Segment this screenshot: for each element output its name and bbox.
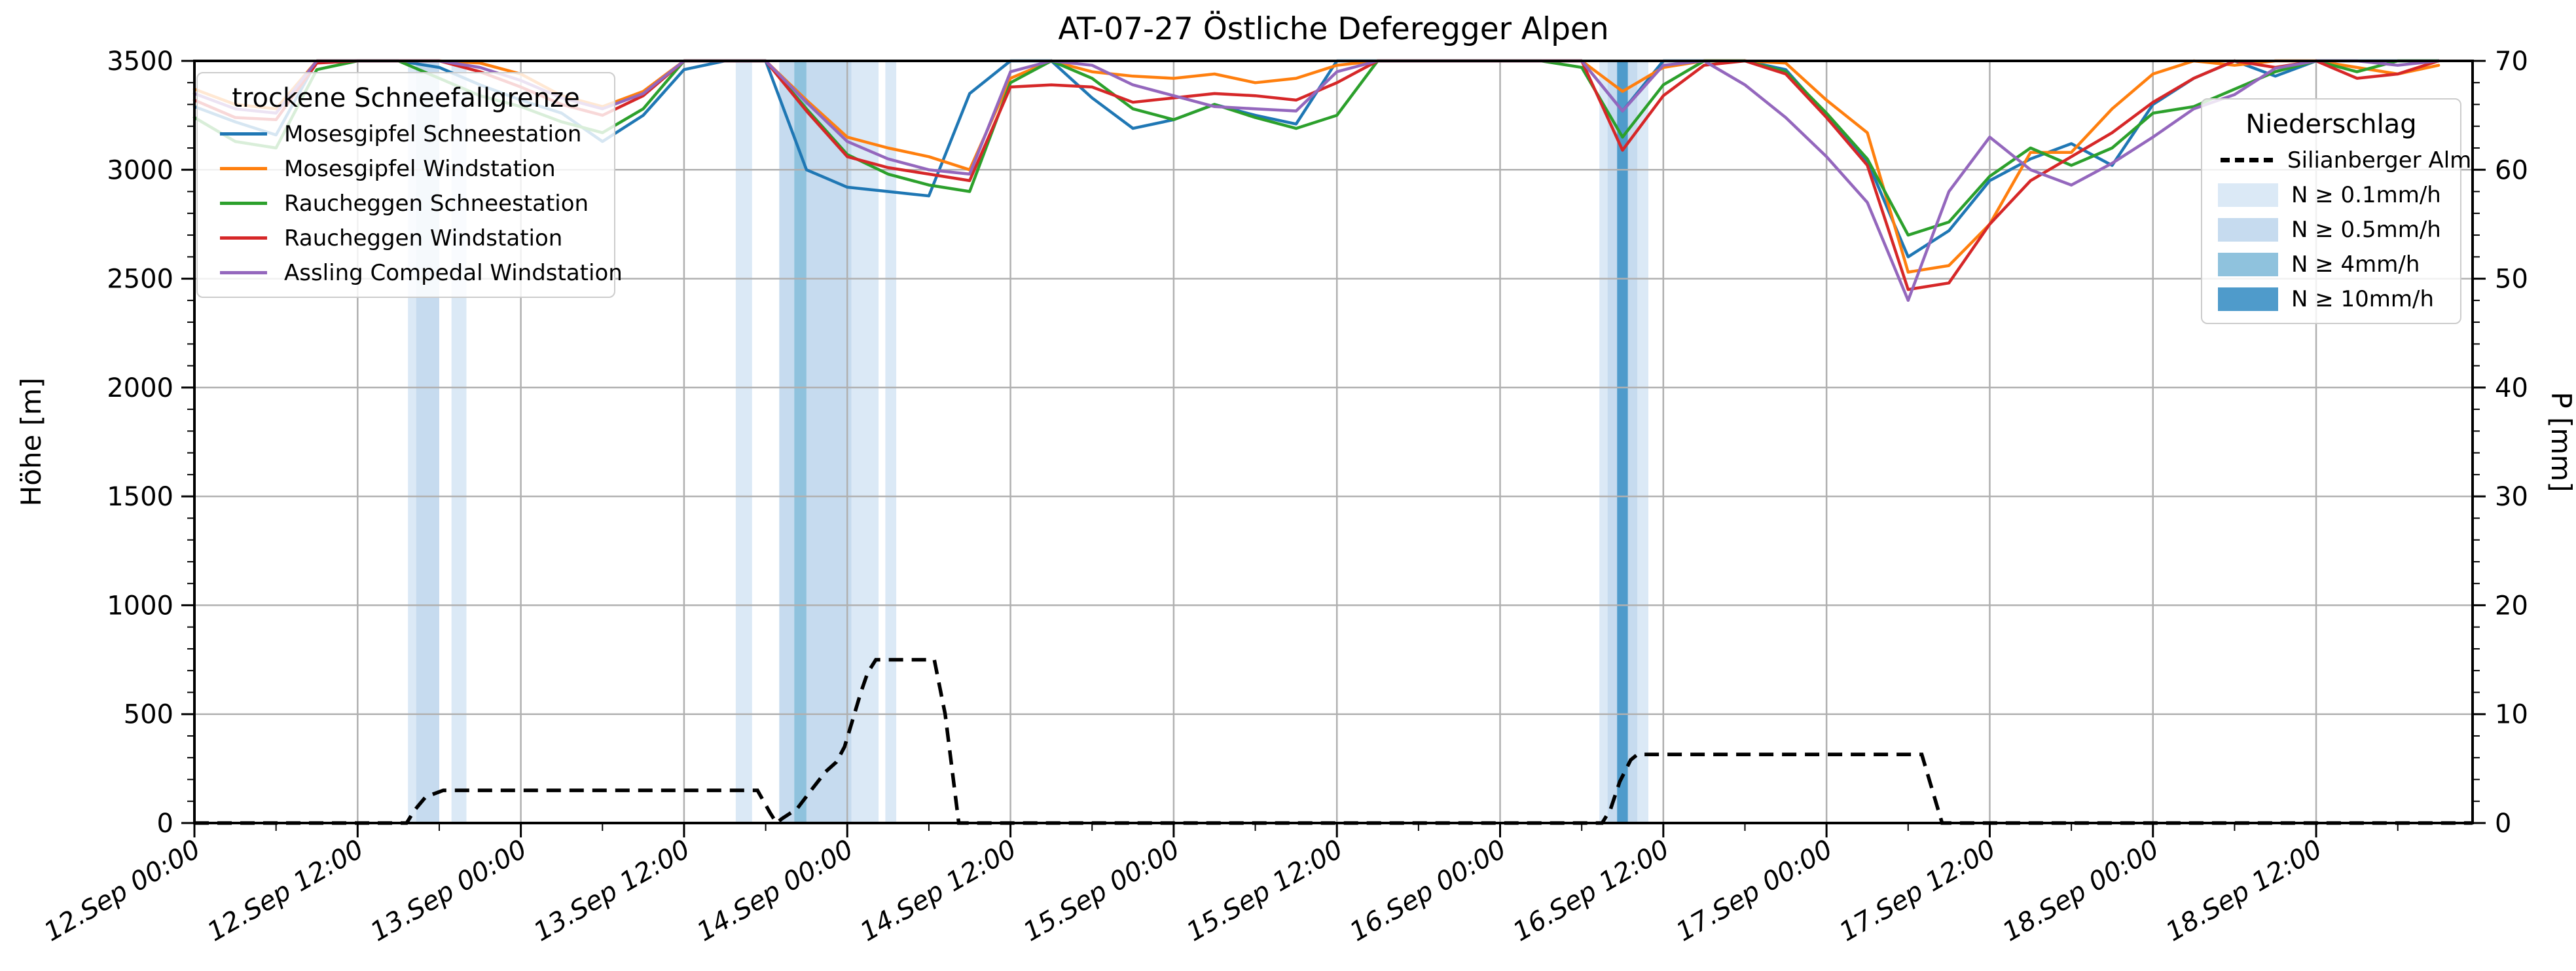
legend-item-n-0.5mm-h: N ≥ 0.5mm/h [2218, 212, 2444, 247]
y-right-tick-label: 0 [2495, 809, 2511, 839]
legend-item-label: Silianberger Alm [2287, 147, 2472, 174]
legend-item-label: Assling Compedal Windstation [284, 259, 623, 286]
y-left-tick-label: 2500 [107, 265, 173, 295]
x-tick-label: 18.Sep 00:00 [1998, 834, 2164, 947]
precip-band-n0.1 [1637, 61, 1648, 823]
band-color-swatch [2218, 183, 2278, 207]
line-swatch [220, 132, 267, 136]
legend-item-label: N ≥ 0.5mm/h [2291, 216, 2441, 243]
x-tick-label: 14.Sep 12:00 [855, 834, 1021, 947]
legend-item-label: Raucheggen Windstation [284, 225, 563, 251]
x-tick-label: 14.Sep 00:00 [692, 834, 858, 947]
legend-item-n-10mm-h: N ≥ 10mm/h [2218, 282, 2444, 316]
line-swatch [220, 271, 267, 274]
precip-band-n0.1 [735, 61, 752, 823]
axes-spines-ticks [181, 60, 2486, 837]
legend-item-raucheggen-schneestation: Raucheggen Schneestation [213, 186, 598, 221]
legend-item-n-0.1mm-h: N ≥ 0.1mm/h [2218, 177, 2444, 212]
y-right-tick-label: 40 [2495, 373, 2528, 403]
legend-item-label: Mosesgipfel Windstation [284, 155, 556, 182]
y-right-tick-label: 20 [2495, 591, 2528, 621]
legend-item-mosesgipfel-schneestation: Mosesgipfel Schneestation [213, 117, 598, 151]
legend-precipitation-title: Niederschlag [2245, 109, 2417, 139]
series-silianberger-alm [194, 657, 2473, 826]
y-right-tick-label: 60 [2495, 155, 2528, 185]
legend-item-label: Raucheggen Schneestation [284, 190, 589, 217]
precip-band-n0.5 [779, 61, 795, 823]
legend-item-label: N ≥ 4mm/h [2291, 251, 2420, 278]
x-tick-label: 15.Sep 12:00 [1182, 834, 1348, 947]
line-swatch [220, 167, 267, 170]
y-left-tick-label: 3000 [107, 155, 173, 185]
precip-band-n0.1 [885, 61, 897, 823]
dashed-line-swatch [2221, 158, 2273, 162]
legend-item-mosesgipfel-windstation: Mosesgipfel Windstation [213, 151, 598, 186]
band-color-swatch [2218, 287, 2278, 311]
legend-precipitation-band-items: N ≥ 0.1mm/h N ≥ 0.5mm/h N ≥ 4mm/h N ≥ 10mm/… [2218, 177, 2444, 316]
legend-item-label: N ≥ 0.1mm/h [2291, 181, 2441, 208]
x-tick-label: 18.Sep 12:00 [2161, 834, 2327, 947]
x-tick-label: 16.Sep 12:00 [1508, 834, 1675, 947]
precipitation-dashed-line [194, 657, 2473, 826]
y-left-tick-label: 3500 [107, 46, 173, 77]
y-right-tick-label: 70 [2495, 46, 2528, 77]
x-tick-label: 12.Sep 00:00 [39, 834, 206, 947]
band-color-swatch [2218, 252, 2278, 276]
x-tick-label: 13.Sep 00:00 [365, 834, 532, 947]
legend-item-dashed: Silianberger Alm [2218, 143, 2471, 177]
y-left-tick-label: 1000 [107, 591, 173, 621]
legend-snowline-title: trockene Schneefallgrenze [232, 83, 580, 113]
legend-item-label: Mosesgipfel Schneestation [284, 120, 582, 147]
y-left-tick-label: 500 [124, 700, 173, 730]
line-swatch [220, 202, 267, 205]
y-right-tick-label: 30 [2495, 482, 2528, 512]
line-swatch [220, 236, 267, 240]
y-axis-label-left: Höhe [m] [15, 378, 47, 507]
x-tick-label: 15.Sep 00:00 [1019, 834, 1185, 947]
precip-band-n10 [1617, 61, 1628, 823]
legend-item-label: N ≥ 10mm/h [2291, 285, 2435, 312]
y-left-tick-label: 0 [157, 809, 173, 839]
chart-title: AT-07-27 Östliche Deferegger Alpen [1058, 11, 1608, 47]
legend-item-raucheggen-windstation: Raucheggen Windstation [213, 221, 598, 255]
y-right-tick-label: 50 [2495, 265, 2528, 295]
legend-snowline-items: Mosesgipfel Schneestation Mosesgipfel Win… [213, 117, 623, 290]
precip-band-n0.5 [806, 61, 852, 823]
legend-item-n-4mm-h: N ≥ 4mm/h [2218, 247, 2444, 282]
y-axis-label-right: P [mm] [2545, 392, 2576, 492]
x-tick-label: 17.Sep 00:00 [1671, 834, 1838, 947]
legend-item-assling-compedal-windstation: Assling Compedal Windstation [213, 255, 623, 290]
precip-band-n0.5 [1627, 61, 1638, 823]
legend-precipitation: Niederschlag Silianberger Alm N ≥ 0.1mm/… [2201, 98, 2471, 324]
x-tick-label: 12.Sep 12:00 [202, 834, 369, 947]
legend-snowline: trockene Schneefallgrenze Mosesgipfel Sc… [196, 72, 623, 298]
x-tick-label: 13.Sep 12:00 [529, 834, 695, 947]
precip-band-n4 [794, 61, 807, 823]
precip-band-n0.1 [1599, 61, 1608, 823]
x-tick-label: 16.Sep 00:00 [1345, 834, 1511, 947]
y-left-tick-label: 1500 [107, 482, 173, 512]
y-right-tick-label: 10 [2495, 700, 2528, 730]
precip-band-n0.5 [1607, 61, 1618, 823]
x-tick-label: 17.Sep 12:00 [1834, 834, 2001, 947]
y-left-tick-label: 2000 [107, 373, 173, 403]
band-color-swatch [2218, 217, 2278, 242]
